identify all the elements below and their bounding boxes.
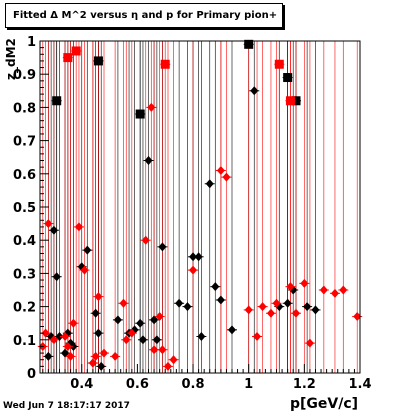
chart-title: Fitted Δ M^2 versus η and p for Primary … — [13, 10, 278, 21]
x-axis-label: p[GeV/c] — [290, 396, 359, 412]
y-tick-label: 0.1 — [13, 334, 36, 349]
y-tick-label: 0.6 — [13, 168, 36, 183]
y-axis-label: z_dM2 — [4, 38, 18, 80]
timestamp-footer: Wed Jun 7 18:17:17 2017 — [3, 401, 130, 411]
x-tick-label: 0.6 — [126, 377, 149, 392]
y-tick-label: 0.9 — [13, 68, 36, 83]
y-tick-label: 0.8 — [13, 101, 36, 116]
y-tick-label: 0.2 — [13, 301, 36, 316]
x-tick-label: 1 — [244, 377, 253, 392]
x-tick-label: 1.4 — [348, 377, 371, 392]
y-tick-label: 0.4 — [13, 234, 36, 249]
vertical-grid-lines — [42, 41, 358, 373]
data-markers — [37, 39, 363, 371]
y-tick-label: 0 — [27, 367, 36, 382]
title-box: Fitted Δ M^2 versus η and p for Primary … — [5, 3, 283, 28]
plot-frame — [39, 40, 361, 374]
x-tick-label: 1.2 — [293, 377, 316, 392]
axes: 0 0.1 0.2 0.3 0.4 0.5 0.6 0.7 0.8 0.9 1 0.4 0.6 0.8 1 1… — [13, 35, 372, 392]
y-tick-label: 0.5 — [13, 201, 36, 216]
y-tick-label: 0.7 — [13, 135, 36, 150]
y-tick-label: 0.3 — [13, 267, 36, 282]
x-tick-label: 0.8 — [182, 377, 205, 392]
x-tick-label: 0.4 — [70, 377, 93, 392]
y-tick-label: 1 — [27, 35, 36, 50]
